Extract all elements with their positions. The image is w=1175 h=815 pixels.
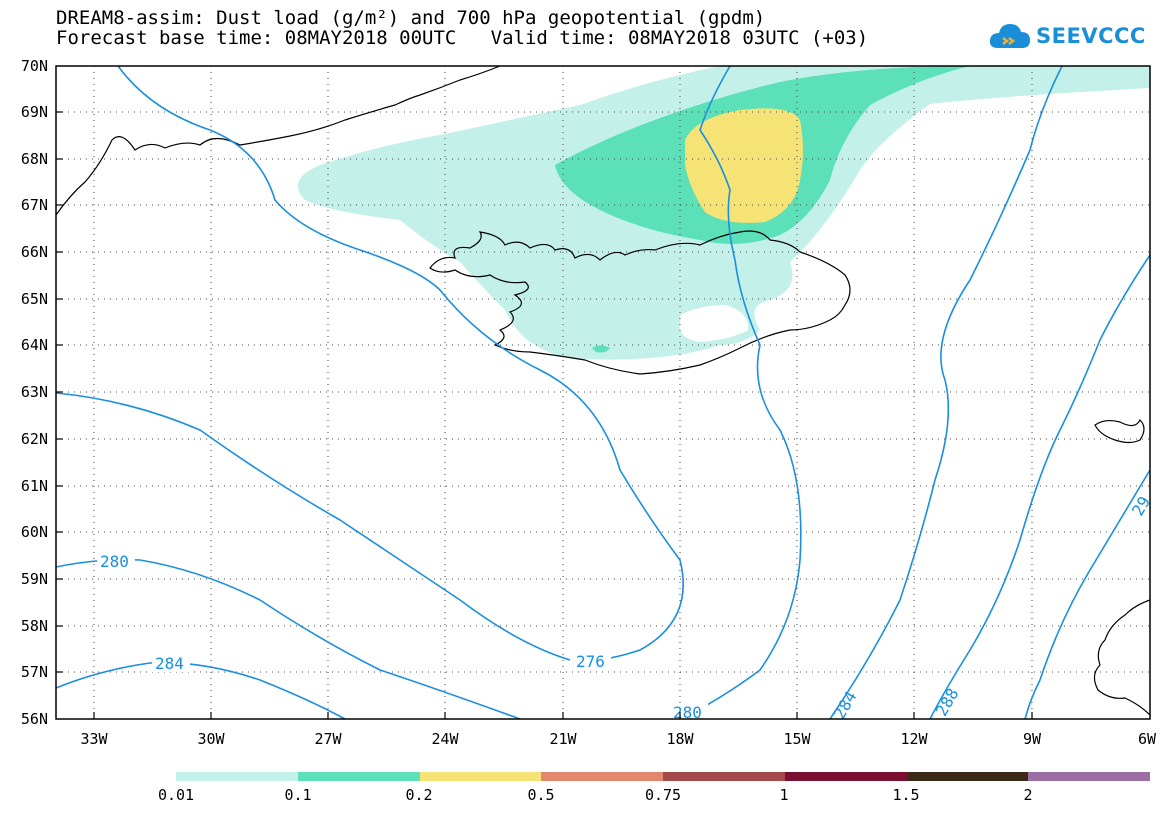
- colorbar-swatch: [906, 772, 1029, 781]
- lon-label-21w: 21W: [549, 730, 577, 748]
- lon-label-24w: 24W: [431, 730, 459, 748]
- lat-label-62n: 62N: [20, 430, 48, 448]
- scotland-coast: [1093, 599, 1151, 716]
- colorbar-swatch: [176, 772, 298, 781]
- lat-label-66n: 66N: [20, 243, 48, 261]
- colorbar-label: 1: [779, 786, 789, 804]
- colorbar-label: 0.5: [527, 786, 555, 804]
- colorbar-swatch: [541, 772, 663, 781]
- colorbar-swatch: [663, 772, 785, 781]
- lon-label-27w: 27W: [314, 730, 342, 748]
- coastlines: [55, 65, 1151, 716]
- cloud-icon: [989, 24, 1030, 48]
- lon-label-6w: 6W: [1137, 730, 1157, 748]
- dust-area-0.01-gap: [679, 305, 749, 342]
- lon-label-33w: 33W: [80, 730, 108, 748]
- contour-label-284-east: 284: [830, 688, 861, 723]
- colorbar-label: 0.1: [284, 786, 312, 804]
- colorbar-swatch: [297, 772, 420, 781]
- iceland-coast: [429, 230, 851, 375]
- colorbar-label: 1.5: [892, 786, 920, 804]
- map-frame: [55, 65, 1151, 720]
- colorbar-label: 0.01: [157, 786, 195, 804]
- faroe-shetland-coast: [1094, 418, 1145, 444]
- lat-label-59n: 59N: [20, 570, 48, 588]
- title-line-2: Forecast base time: 08MAY2018 00UTC Vali…: [56, 27, 869, 49]
- greenland-coast: [55, 65, 501, 216]
- geopotential-contours: [55, 65, 1151, 720]
- lon-label-9w: 9W: [1022, 730, 1042, 748]
- contour-label-288: 288: [932, 685, 963, 720]
- lon-label-15w: 15W: [783, 730, 811, 748]
- colorbar-swatch: [419, 772, 542, 781]
- lat-label-56n: 56N: [20, 710, 48, 728]
- lat-label-58n: 58N: [20, 617, 48, 635]
- lon-label-12w: 12W: [900, 730, 928, 748]
- lat-label-61n: 61N: [20, 477, 48, 495]
- contour-label-276: 276: [576, 652, 605, 671]
- contour-label-284-west: 284: [155, 654, 184, 673]
- colorbar-swatch: [784, 772, 907, 781]
- lat-label-65n: 65N: [20, 290, 48, 308]
- lat-label-63n: 63N: [20, 383, 48, 401]
- seevccc-logo: SEEVCCC: [988, 16, 1146, 56]
- lat-label-68n: 68N: [20, 150, 48, 168]
- lat-label-60n: 60N: [20, 523, 48, 541]
- colorbar-label: 2: [1023, 786, 1033, 804]
- dust-area-0.1-spot: [592, 345, 610, 353]
- colorbar-swatch: [1028, 772, 1150, 781]
- colorbar: [176, 772, 1150, 781]
- title-line-1: DREAM8-assim: Dust load (g/m²) and 700 h…: [56, 7, 766, 29]
- dust-shading: [297, 66, 1150, 360]
- lon-label-18w: 18W: [666, 730, 694, 748]
- lat-label-70n: 70N: [20, 57, 48, 75]
- dust-area-0.2: [685, 108, 803, 223]
- lat-label-69n: 69N: [20, 103, 48, 121]
- lat-label-57n: 57N: [20, 663, 48, 681]
- lon-label-30w: 30W: [197, 730, 225, 748]
- colorbar-label: 0.75: [644, 786, 682, 804]
- lat-label-67n: 67N: [20, 196, 48, 214]
- contour-labels: 280 284 276 280 284 288 29: [97, 493, 1154, 722]
- colorbar-label: 0.2: [405, 786, 433, 804]
- logo-text: SEEVCCC: [1036, 24, 1146, 48]
- map-grid: [56, 66, 1150, 719]
- lat-label-64n: 64N: [20, 336, 48, 354]
- contour-label-280-west: 280: [100, 552, 129, 571]
